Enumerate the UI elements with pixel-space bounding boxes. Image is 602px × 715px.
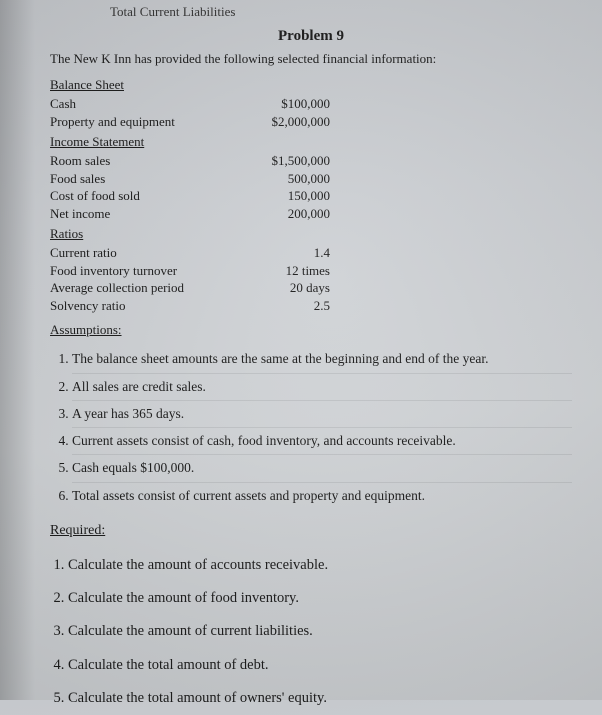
list-item: Total assets consist of current assets a… <box>72 483 572 509</box>
table-row: Current ratio 1.4 <box>50 244 572 262</box>
table-row: Food inventory turnover 12 times <box>50 262 572 280</box>
table-row: Cash $100,000 <box>50 95 572 113</box>
list-item: A year has 365 days. <box>72 401 572 428</box>
problem-title: Problem 9 <box>50 28 572 45</box>
table-row: Food sales 500,000 <box>50 170 572 188</box>
row-value: $1,500,000 <box>240 152 330 170</box>
row-label: Solvency ratio <box>50 297 240 315</box>
prior-page-fragment: Total Current Liabilities <box>110 4 572 20</box>
row-value: 12 times <box>240 262 330 280</box>
list-item: Cash equals $100,000. <box>72 455 572 482</box>
table-row: Net income 200,000 <box>50 205 572 223</box>
row-label: Average collection period <box>50 279 240 297</box>
balance-sheet-heading: Balance Sheet <box>50 77 572 93</box>
required-list: Calculate the amount of accounts receiva… <box>68 549 572 715</box>
table-row: Average collection period 20 days <box>50 279 572 297</box>
list-item: Current assets consist of cash, food inv… <box>72 428 572 455</box>
row-value: 500,000 <box>240 170 330 188</box>
row-value: 200,000 <box>240 205 330 223</box>
list-item: Calculate the total amount of owners' eq… <box>68 682 572 715</box>
table-row: Solvency ratio 2.5 <box>50 297 572 315</box>
row-value: 2.5 <box>240 297 330 315</box>
assumptions-list: The balance sheet amounts are the same a… <box>72 346 572 509</box>
table-row: Property and equipment $2,000,000 <box>50 113 572 131</box>
intro-text: The New K Inn has provided the following… <box>50 51 572 67</box>
table-row: Room sales $1,500,000 <box>50 152 572 170</box>
row-value: $2,000,000 <box>240 113 330 131</box>
row-label: Net income <box>50 205 240 223</box>
row-value: 1.4 <box>240 244 330 262</box>
row-value: 20 days <box>240 279 330 297</box>
list-item: Calculate the amount of current liabilit… <box>68 615 572 648</box>
list-item: Calculate the amount of food inventory. <box>68 582 572 615</box>
row-label: Cost of food sold <box>50 187 240 205</box>
table-row: Cost of food sold 150,000 <box>50 187 572 205</box>
row-label: Cash <box>50 95 240 113</box>
required-heading: Required: <box>50 523 572 539</box>
list-item: Calculate the total amount of debt. <box>68 649 572 682</box>
row-label: Food inventory turnover <box>50 262 240 280</box>
list-item: Calculate the amount of accounts receiva… <box>68 549 572 582</box>
row-value: 150,000 <box>240 187 330 205</box>
list-item: All sales are credit sales. <box>72 374 572 401</box>
list-item: The balance sheet amounts are the same a… <box>72 346 572 373</box>
income-statement-heading: Income Statement <box>50 134 572 150</box>
row-label: Food sales <box>50 170 240 188</box>
row-label: Room sales <box>50 152 240 170</box>
ratios-heading: Ratios <box>50 226 572 242</box>
row-label: Current ratio <box>50 244 240 262</box>
assumptions-heading: Assumptions: <box>50 322 572 338</box>
row-label: Property and equipment <box>50 113 240 131</box>
row-value: $100,000 <box>240 95 330 113</box>
